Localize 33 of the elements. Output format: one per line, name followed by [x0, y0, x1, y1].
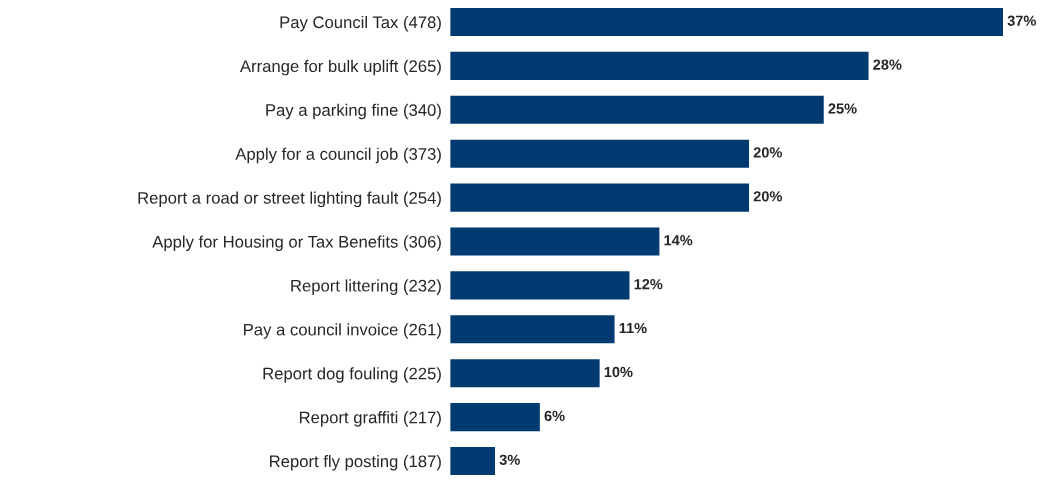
data-label: 37% — [1007, 15, 1036, 26]
data-label: 6% — [544, 410, 565, 422]
bar — [450, 271, 630, 300]
y-tick-label: Pay Council Tax (478) — [280, 15, 441, 32]
bar — [450, 7, 1004, 37]
y-tick-label: Report graffiti (217) — [299, 411, 441, 427]
y-tick-label: Pay a council invoice (261) — [244, 323, 441, 339]
bar — [450, 183, 750, 212]
bar — [450, 446, 496, 476]
y-tick-label: Apply for a council job (373) — [235, 147, 441, 164]
y-tick-label: Report dog fouling (225) — [263, 367, 441, 383]
y-tick-label: Report fly posting (187) — [270, 455, 441, 471]
data-label: 28% — [873, 59, 902, 70]
data-label: 11% — [619, 322, 647, 334]
data-label: 14% — [664, 235, 693, 246]
y-tick-label: Apply for Housing or Tax Benefits (306) — [152, 235, 441, 251]
bar — [450, 403, 540, 432]
y-tick-label: Pay a parking fine (340) — [266, 103, 441, 120]
y-tick-label: Arrange for bulk uplift (265) — [239, 59, 441, 76]
bar — [450, 315, 615, 344]
data-label: 20% — [753, 147, 782, 158]
y-tick-label: Report littering (232) — [291, 279, 441, 295]
bar — [450, 227, 660, 256]
data-label: 20% — [753, 191, 782, 202]
y-tick-label: Report a road or street lighting fault (254) — [138, 191, 441, 208]
bar — [450, 139, 750, 168]
data-label: 10% — [604, 366, 633, 378]
data-label: 12% — [634, 279, 663, 290]
data-label: 25% — [828, 103, 857, 114]
bar — [450, 95, 824, 124]
bar — [450, 359, 600, 388]
data-label: 3% — [499, 454, 520, 465]
bar — [450, 51, 869, 80]
